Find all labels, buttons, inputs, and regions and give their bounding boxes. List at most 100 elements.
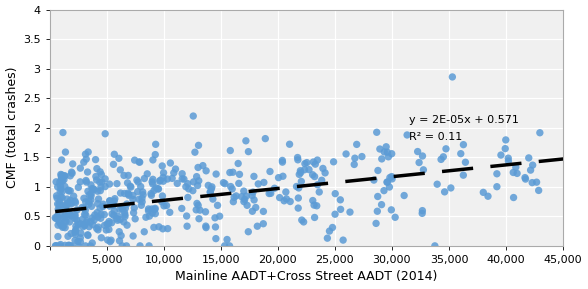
Point <box>95 170 105 174</box>
Point <box>61 243 70 248</box>
Point <box>55 244 65 248</box>
Point <box>64 244 74 248</box>
Point <box>57 158 66 162</box>
Point <box>123 181 132 185</box>
Point <box>182 224 192 229</box>
Point <box>439 155 448 159</box>
Point <box>177 206 186 211</box>
Point <box>123 191 133 195</box>
Point <box>67 244 76 248</box>
Point <box>92 166 102 171</box>
Point <box>211 216 220 220</box>
Point <box>153 186 163 191</box>
Point <box>377 202 386 207</box>
Point <box>116 168 125 172</box>
Point <box>83 170 92 174</box>
Point <box>93 201 102 206</box>
Point <box>328 225 337 230</box>
Point <box>228 187 237 191</box>
Point <box>144 207 153 211</box>
Point <box>147 207 156 211</box>
Point <box>274 175 283 180</box>
Point <box>189 179 198 184</box>
Point <box>97 179 106 184</box>
Point <box>299 220 308 224</box>
Point <box>75 221 85 226</box>
Point <box>78 205 87 210</box>
Point <box>120 212 129 217</box>
Point <box>51 215 60 220</box>
Point <box>105 204 114 208</box>
Point <box>83 150 93 154</box>
Point <box>193 165 203 170</box>
Point <box>104 219 113 224</box>
Point <box>266 191 275 196</box>
Point <box>201 225 211 230</box>
Point <box>57 173 66 177</box>
Point <box>203 183 213 188</box>
Point <box>99 202 108 207</box>
Point <box>339 238 348 242</box>
Point <box>243 229 253 234</box>
Point <box>251 205 260 210</box>
Point <box>191 150 200 155</box>
Point <box>113 218 122 223</box>
Point <box>56 177 66 181</box>
Point <box>70 216 79 221</box>
Point <box>150 207 159 212</box>
Point <box>109 209 119 213</box>
Point <box>226 148 235 153</box>
Point <box>248 209 257 214</box>
Text: R² = 0.11: R² = 0.11 <box>409 132 462 142</box>
Point <box>206 189 215 194</box>
Point <box>93 215 102 219</box>
Point <box>93 227 103 232</box>
Point <box>88 222 98 227</box>
Point <box>417 211 427 216</box>
Point <box>169 171 179 175</box>
Point <box>70 230 79 235</box>
Point <box>55 207 65 211</box>
Point <box>57 176 66 181</box>
Point <box>260 136 270 141</box>
Point <box>82 157 91 161</box>
Point <box>278 174 288 179</box>
Point <box>441 147 450 151</box>
Point <box>75 179 85 184</box>
Point <box>293 196 303 200</box>
Point <box>163 177 172 181</box>
Point <box>440 190 449 194</box>
Point <box>213 203 222 208</box>
Point <box>193 203 203 208</box>
Point <box>96 188 105 193</box>
Point <box>61 219 71 224</box>
Point <box>151 142 161 147</box>
Point <box>82 180 91 184</box>
Point <box>86 194 96 198</box>
Point <box>436 157 446 162</box>
X-axis label: Mainline AADT+Cross Street AADT (2014): Mainline AADT+Cross Street AADT (2014) <box>175 271 437 284</box>
Point <box>212 172 221 176</box>
Point <box>81 213 91 217</box>
Point <box>278 160 287 164</box>
Point <box>56 195 66 199</box>
Point <box>195 208 205 212</box>
Point <box>76 166 85 171</box>
Point <box>110 197 119 201</box>
Point <box>248 190 258 194</box>
Point <box>282 197 291 201</box>
Point <box>385 185 394 189</box>
Point <box>81 152 90 156</box>
Point <box>51 179 61 184</box>
Point <box>135 160 145 164</box>
Point <box>418 154 427 158</box>
Point <box>259 221 268 226</box>
Point <box>128 193 138 198</box>
Point <box>54 207 63 212</box>
Point <box>51 244 61 248</box>
Point <box>116 191 125 195</box>
Point <box>234 181 243 186</box>
Point <box>357 154 366 159</box>
Point <box>369 178 379 182</box>
Point <box>71 227 81 231</box>
